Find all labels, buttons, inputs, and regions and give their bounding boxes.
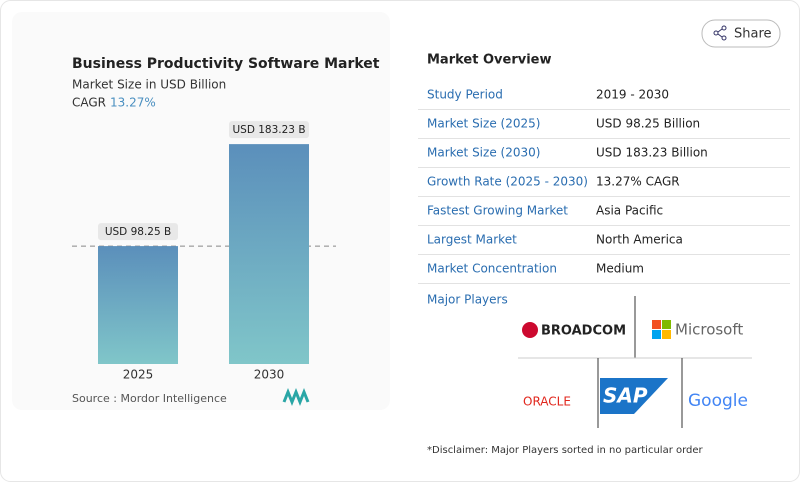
cagr-label: CAGR: [72, 96, 106, 110]
row-value: Medium: [596, 262, 644, 276]
row-label: Market Size (2025): [427, 117, 540, 131]
logo-text: BROADCOM: [541, 324, 626, 339]
share-label[interactable]: Share: [734, 27, 772, 42]
bar: [98, 246, 178, 364]
disclaimer: *Disclaimer: Major Players sorted in no …: [427, 445, 704, 456]
players-title: Major Players: [427, 293, 508, 307]
value-label-bg: [98, 223, 178, 241]
row-label: Market Concentration: [427, 262, 557, 276]
overview-title: Market Overview: [427, 53, 551, 68]
value-label: USD 183.23 B: [232, 124, 305, 136]
mordor-logo: [282, 387, 310, 407]
bar: [229, 144, 309, 364]
logo-text: SAP: [603, 384, 648, 408]
chart-subtitle: Market Size in USD Billion: [72, 78, 226, 92]
row-value: Asia Pacific: [596, 204, 663, 218]
row-label: Study Period: [427, 88, 503, 102]
cagr-value: 13.27%: [110, 96, 156, 110]
row-value: 2019 - 2030: [596, 88, 669, 102]
chart-title: Business Productivity Software Market: [72, 56, 380, 72]
share-button[interactable]: Share: [701, 19, 781, 48]
value-label: USD 98.25 B: [105, 226, 171, 238]
row-value: 13.27% CAGR: [596, 175, 680, 189]
google-logo: Google: [688, 391, 748, 411]
logo-text: Microsoft: [675, 321, 743, 339]
value-label-bg: [229, 121, 309, 139]
row-label: Largest Market: [427, 233, 517, 247]
row-value: North America: [596, 233, 683, 247]
broadcom-logo: BROADCOM: [522, 322, 626, 339]
oracle-logo: ORACLE: [523, 395, 571, 409]
row-value: USD 98.25 Billion: [596, 117, 700, 131]
row-label: Market Size (2030): [427, 146, 540, 160]
sap-logo: SAP: [600, 378, 668, 414]
source: Source : Mordor Intelligence: [72, 392, 227, 405]
x-tick-label: 2030: [254, 368, 285, 382]
microsoft-logo: Microsoft: [652, 320, 743, 339]
x-tick-label: 2025: [123, 368, 154, 382]
row-label: Growth Rate (2025 - 2030): [427, 175, 588, 189]
row-value: USD 183.23 Billion: [596, 146, 708, 160]
row-label: Fastest Growing Market: [427, 204, 568, 218]
logo-grid: [518, 296, 752, 428]
